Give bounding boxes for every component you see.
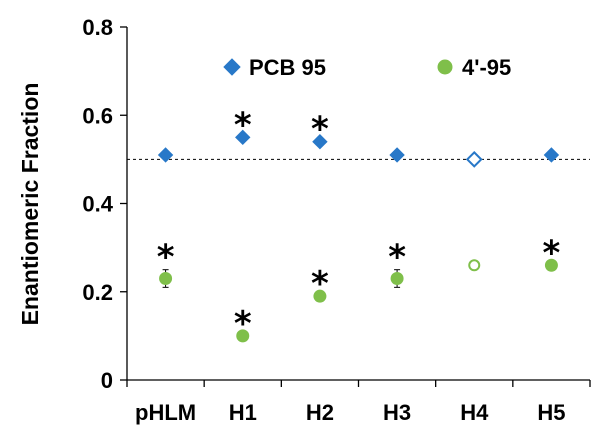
significance-star: * bbox=[388, 238, 406, 278]
significance-star: * bbox=[311, 110, 329, 150]
y-tick-label: 0.2 bbox=[82, 280, 113, 305]
data-point-pcb95 bbox=[312, 134, 328, 150]
y-tick-label: 0 bbox=[101, 368, 113, 393]
data-point-pcb95 bbox=[157, 147, 174, 163]
significance-star: * bbox=[157, 238, 175, 278]
significance-star: * bbox=[311, 264, 329, 304]
data-marks: * * * * * * * bbox=[157, 105, 561, 344]
legend: PCB 95 4'-95 bbox=[223, 55, 511, 80]
data-point-pcb95 bbox=[389, 147, 405, 163]
y-tick-label: 0.8 bbox=[82, 15, 113, 40]
x-tick-label: H3 bbox=[383, 400, 411, 425]
legend-marker-diamond bbox=[223, 58, 241, 76]
significance-star: * bbox=[234, 105, 252, 145]
x-tick-label: H2 bbox=[306, 400, 334, 425]
legend-marker-circle bbox=[437, 59, 453, 75]
y-axis: 0 0.2 0.4 0.6 0.8 bbox=[82, 15, 128, 393]
y-tick-label: 0.4 bbox=[82, 192, 113, 217]
data-point-4-95 bbox=[236, 329, 250, 343]
data-point-4-95 bbox=[390, 272, 404, 286]
significance-star: * bbox=[234, 304, 252, 344]
x-tick-label: H1 bbox=[229, 400, 257, 425]
data-point-pcb95 bbox=[543, 147, 560, 163]
legend-label: 4'-95 bbox=[462, 55, 511, 80]
significance-star: * bbox=[543, 233, 561, 273]
data-point-4-95 bbox=[159, 272, 173, 286]
y-tick-label: 0.6 bbox=[82, 103, 113, 128]
x-axis: pHLM H1 H2 H3 H4 H5 bbox=[126, 379, 591, 425]
data-point-pcb95 bbox=[465, 150, 483, 168]
legend-label: PCB 95 bbox=[249, 55, 326, 80]
x-tick-label: H5 bbox=[537, 400, 565, 425]
data-point-4-95 bbox=[313, 289, 327, 303]
x-tick-label: pHLM bbox=[135, 400, 196, 425]
x-tick-label: H4 bbox=[460, 400, 489, 425]
data-point-4-95 bbox=[544, 258, 558, 272]
data-point-pcb95 bbox=[235, 129, 251, 146]
data-point-4-95 bbox=[468, 259, 481, 272]
y-axis-title: Enantiomeric Fraction bbox=[17, 83, 43, 326]
